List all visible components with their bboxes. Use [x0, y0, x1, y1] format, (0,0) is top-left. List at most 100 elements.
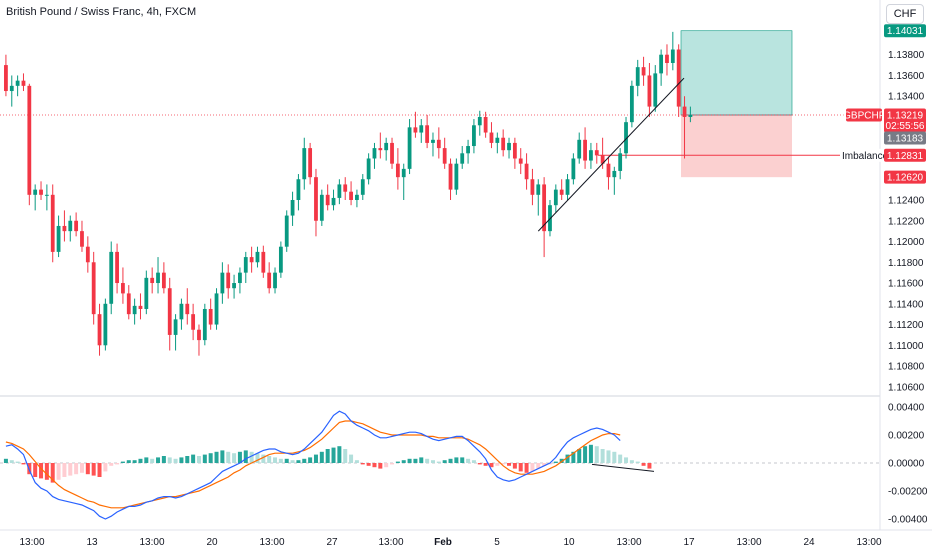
macd-histogram-bar[interactable] [588, 444, 593, 463]
macd-histogram-bar[interactable] [21, 463, 26, 465]
candle[interactable] [62, 210, 67, 242]
macd-histogram-bar[interactable] [460, 457, 465, 463]
macd-histogram-bar[interactable] [173, 458, 178, 463]
macd-histogram-bar[interactable] [612, 451, 617, 463]
macd-histogram-bar[interactable] [214, 451, 219, 463]
candle[interactable] [407, 119, 412, 175]
candle[interactable] [50, 184, 55, 263]
macd-histogram-bar[interactable] [542, 463, 547, 466]
macd-histogram-bar[interactable] [349, 454, 354, 463]
candlestick-series[interactable] [4, 31, 693, 356]
candle[interactable] [27, 83, 32, 206]
candle[interactable] [512, 137, 517, 169]
candle[interactable] [553, 184, 558, 213]
macd-histogram-bar[interactable] [319, 451, 324, 463]
macd-histogram-bar[interactable] [284, 458, 289, 463]
stop-loss-zone[interactable] [681, 115, 792, 178]
macd-histogram-bar[interactable] [647, 463, 652, 469]
macd-histogram-bar[interactable] [366, 463, 371, 466]
candle[interactable] [524, 153, 529, 190]
candle[interactable] [185, 288, 190, 325]
macd-histogram-bar[interactable] [243, 450, 248, 463]
macd-histogram-bar[interactable] [208, 453, 213, 463]
candle[interactable] [238, 267, 242, 294]
candle[interactable] [483, 111, 488, 138]
macd-histogram-bar[interactable] [600, 449, 605, 463]
candle[interactable] [296, 174, 301, 211]
macd-histogram-bar[interactable] [442, 460, 447, 463]
candle[interactable] [302, 137, 307, 190]
macd-histogram-bar[interactable] [372, 463, 377, 468]
macd-histogram-bar[interactable] [501, 463, 506, 465]
macd-histogram-bar[interactable] [150, 458, 155, 463]
macd-histogram-bar[interactable] [97, 463, 102, 477]
candle[interactable] [448, 158, 453, 200]
macd-histogram-bar[interactable] [308, 457, 313, 463]
macd-histogram-bar[interactable] [577, 449, 582, 463]
macd-histogram-bar[interactable] [232, 453, 237, 463]
macd-histogram-bar[interactable] [161, 456, 166, 463]
macd-histogram-bar[interactable] [179, 457, 184, 463]
macd-histogram-bar[interactable] [430, 460, 435, 463]
candle[interactable] [676, 44, 681, 117]
macd-histogram-bar[interactable] [384, 463, 389, 468]
candle[interactable] [232, 274, 236, 299]
candle[interactable] [612, 166, 617, 195]
currency-button[interactable]: CHF [886, 4, 924, 24]
candle[interactable] [489, 122, 494, 149]
candle[interactable] [477, 110, 482, 136]
macd-histogram-bar[interactable] [144, 457, 149, 463]
candle[interactable] [150, 267, 155, 294]
candle[interactable] [355, 189, 359, 208]
macd-histogram-bar[interactable] [536, 463, 541, 469]
candle[interactable] [179, 298, 184, 330]
macd-histogram-bar[interactable] [565, 454, 570, 463]
candle[interactable] [273, 267, 277, 294]
macd-histogram-bar[interactable] [138, 458, 143, 463]
macd-histogram-bar[interactable] [9, 460, 14, 463]
candle[interactable] [518, 148, 523, 175]
candle[interactable] [460, 146, 465, 169]
candle[interactable] [542, 177, 547, 258]
candle[interactable] [202, 303, 207, 346]
candle[interactable] [126, 285, 131, 320]
signal-line[interactable] [5, 420, 621, 509]
candle[interactable] [343, 177, 348, 200]
divergence-line[interactable] [591, 463, 655, 472]
macd-histogram-bar[interactable] [249, 451, 254, 463]
macd-histogram-bar[interactable] [331, 447, 336, 463]
macd-histogram-bar[interactable] [530, 463, 535, 472]
candle[interactable] [278, 241, 283, 278]
candle[interactable] [220, 262, 225, 304]
macd-histogram-bar[interactable] [495, 463, 500, 466]
macd-histogram-bar[interactable] [267, 456, 272, 463]
macd-histogram-bar[interactable] [167, 457, 172, 463]
candle[interactable] [284, 210, 289, 252]
candle[interactable] [290, 191, 295, 226]
imbalance-label[interactable]: Imbalance [840, 148, 889, 162]
candle[interactable] [372, 142, 377, 169]
candle[interactable] [138, 293, 143, 320]
candle[interactable] [33, 184, 38, 211]
macd-histogram-bar[interactable] [524, 463, 529, 473]
candle[interactable] [472, 119, 476, 154]
macd-histogram-bar[interactable] [401, 460, 406, 463]
macd-histogram-bar[interactable] [594, 446, 599, 463]
macd-histogram-bar[interactable] [360, 463, 365, 465]
macd-histogram-bar[interactable] [553, 461, 558, 463]
candle[interactable] [577, 132, 582, 164]
candle[interactable] [132, 298, 137, 325]
candle[interactable] [21, 73, 26, 92]
macd-histogram-bar[interactable] [115, 463, 120, 465]
candle[interactable] [337, 179, 342, 205]
macd-histogram-bar[interactable] [74, 463, 79, 475]
prev-price-label[interactable]: 1.13183 [884, 131, 926, 145]
candle[interactable] [425, 114, 430, 149]
candle[interactable] [571, 153, 576, 185]
candle[interactable] [97, 303, 102, 356]
macd-histogram-bar[interactable] [103, 463, 108, 472]
candle[interactable] [214, 288, 219, 330]
macd-histogram-bar[interactable] [448, 458, 453, 463]
candle[interactable] [401, 163, 406, 200]
